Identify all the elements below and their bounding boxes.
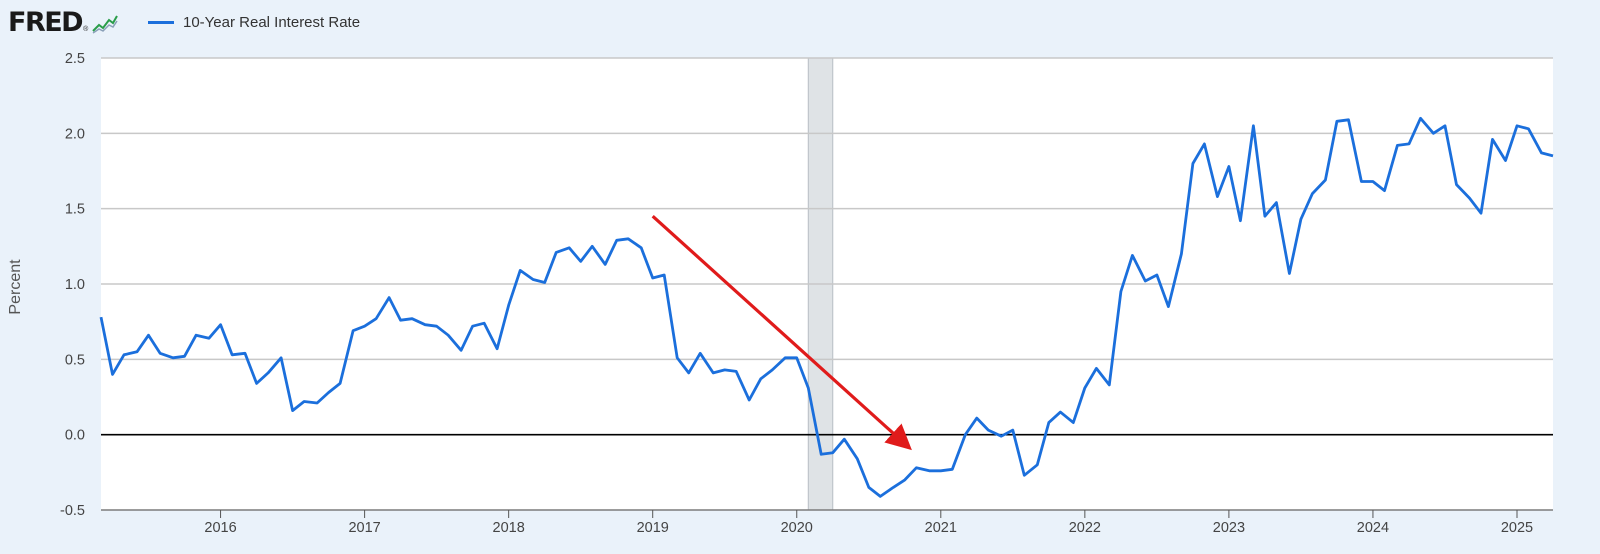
y-tick-label-4: 1.5 [65,202,85,218]
y-tick-label-5: 2.0 [65,126,85,142]
fred-logo-text: FRED [8,6,84,38]
series-line-0 [99,116,1554,498]
x-tick-label-1: 2017 [348,520,380,536]
x-tick-label-4: 2020 [781,520,813,536]
fred-chart-icon [91,13,120,35]
x-tick-label-0: 2016 [204,520,236,536]
legend-swatch [148,20,174,24]
x-tick-label-9: 2025 [1501,520,1533,536]
chart-legend: 10-Year Real Interest Rate [148,10,360,34]
y-tick-label-1: 0.0 [65,428,85,444]
y-tick-label-0: -0.5 [60,503,85,519]
y-tick-label-2: 0.5 [65,352,85,368]
y-tick-label-6: 2.5 [65,51,85,67]
x-tick-label-2: 2018 [493,520,525,536]
x-tick-label-6: 2022 [1069,520,1101,536]
annotation-arrow-0 [651,215,912,451]
y-tick-label-3: 1.0 [65,277,85,293]
x-tick-label-7: 2023 [1213,520,1245,536]
x-tick-label-5: 2021 [925,520,957,536]
x-tick-label-3: 2019 [637,520,669,536]
fred-logo-registered: ® [83,25,89,33]
fred-logo[interactable]: FRED ® [8,4,120,40]
legend-label: 10-Year Real Interest Rate [183,13,361,31]
x-tick-label-8: 2024 [1357,520,1389,536]
